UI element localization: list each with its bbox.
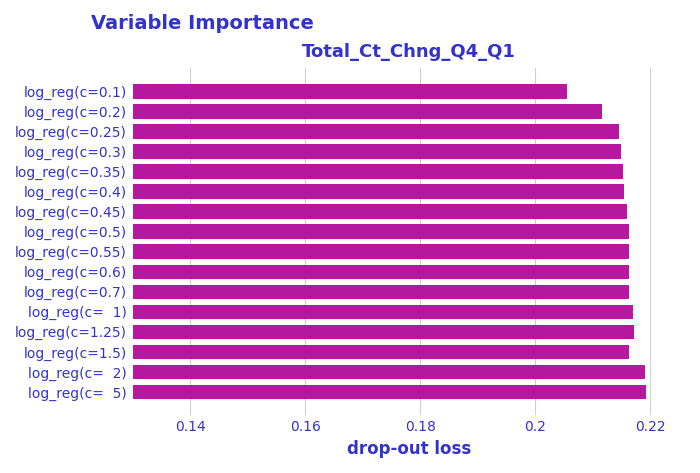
Bar — [0, 305, 634, 319]
Bar — [0, 184, 624, 199]
Bar — [0, 104, 601, 119]
Title: Total_Ct_Chng_Q4_Q1: Total_Ct_Chng_Q4_Q1 — [302, 44, 516, 61]
Bar — [0, 285, 629, 299]
Bar — [0, 345, 629, 359]
Bar — [0, 365, 645, 379]
Bar — [0, 124, 619, 139]
X-axis label: drop-out loss: drop-out loss — [346, 440, 471, 458]
Bar — [0, 264, 629, 279]
Text: Variable Importance: Variable Importance — [91, 14, 314, 33]
Bar — [0, 144, 620, 159]
Bar — [0, 164, 623, 179]
Bar — [0, 204, 627, 219]
Bar — [0, 84, 567, 99]
Bar — [0, 385, 646, 399]
Bar — [0, 324, 634, 339]
Bar — [0, 225, 629, 239]
Bar — [0, 245, 629, 259]
